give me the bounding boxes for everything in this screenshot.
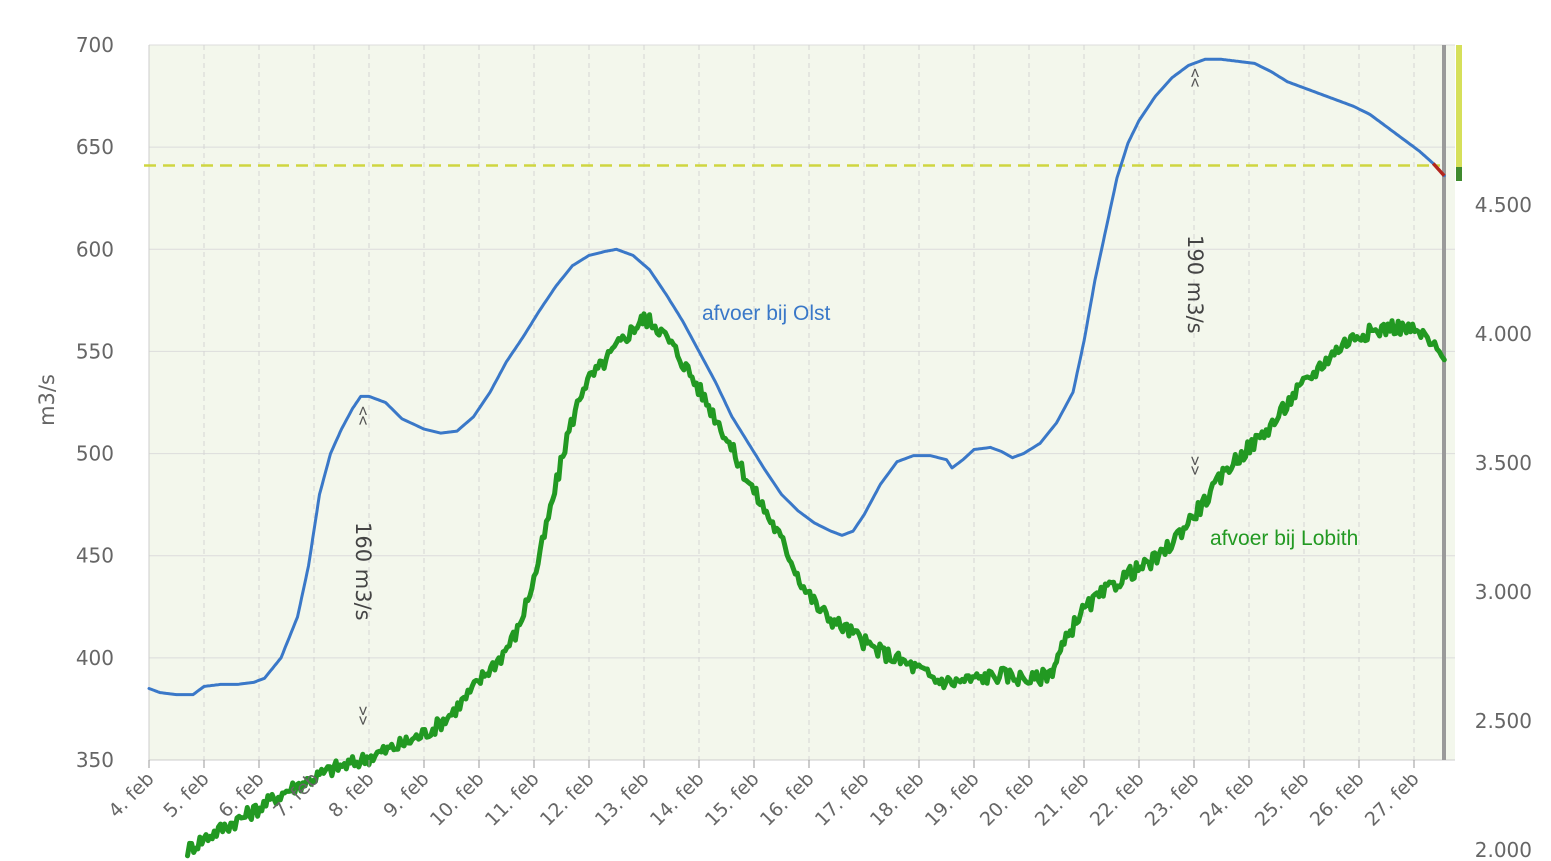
right-tick-label: 4.000 bbox=[1475, 322, 1532, 346]
left-tick-label: 500 bbox=[76, 442, 114, 466]
x-tick-label: 20. feb bbox=[976, 768, 1039, 831]
now-line bbox=[1442, 45, 1446, 760]
x-tick-label: 18. feb bbox=[866, 768, 929, 831]
marker-lobith-8feb: >> bbox=[354, 706, 373, 725]
x-tick-label: 15. feb bbox=[701, 768, 764, 831]
x-tick-label: 13. feb bbox=[591, 768, 654, 831]
y-axis-label: m3/s bbox=[35, 374, 59, 426]
right-status-bar bbox=[1442, 45, 1462, 760]
x-tick-label: 9. feb bbox=[379, 768, 433, 822]
left-tick-label: 700 bbox=[76, 33, 114, 57]
x-tick-label: 11. feb bbox=[481, 768, 544, 831]
x-tick-label: 26. feb bbox=[1306, 768, 1369, 831]
left-tick-label: 450 bbox=[76, 544, 114, 568]
marker-olst-23feb: << bbox=[1186, 68, 1205, 87]
marker-lobith-23feb: >> bbox=[1186, 456, 1205, 475]
series-label-olst: afvoer bij Olst bbox=[702, 302, 831, 325]
x-tick-label: 17. feb bbox=[811, 768, 874, 831]
x-tick-label: 5. feb bbox=[159, 768, 213, 822]
x-tick-label: 21. feb bbox=[1031, 768, 1094, 831]
left-tick-label: 550 bbox=[76, 339, 114, 363]
x-tick-label: 14. feb bbox=[646, 768, 709, 831]
annotation-190: 190 m3/s bbox=[1183, 235, 1207, 334]
left-tick-label: 600 bbox=[76, 237, 114, 261]
x-tick-label: 27. feb bbox=[1361, 768, 1424, 831]
x-tick-label: 16. feb bbox=[756, 768, 819, 831]
x-tick-label: 25. feb bbox=[1251, 768, 1314, 831]
left-tick-label: 650 bbox=[76, 135, 114, 159]
right-tick-label: 3.000 bbox=[1475, 580, 1532, 604]
left-tick-label: 350 bbox=[76, 748, 114, 772]
status-bar-green bbox=[1456, 167, 1462, 181]
series-line-olst bbox=[147, 57, 1446, 697]
marker-olst-8feb: << bbox=[354, 406, 373, 425]
x-tick-label: 24. feb bbox=[1196, 768, 1259, 831]
status-bar-yellow bbox=[1456, 45, 1462, 167]
x-tick-label: 23. feb bbox=[1141, 768, 1204, 831]
right-axis-ticks: 2.000 2.500 3.000 3.500 4.000 4.500 bbox=[1475, 193, 1532, 861]
left-tick-label: 400 bbox=[76, 646, 114, 670]
x-axis-ticks: 4. feb 5. feb 6. feb 7. feb 8. feb 9. feb10. … bbox=[104, 760, 1424, 831]
right-tick-label: 2.000 bbox=[1475, 838, 1532, 861]
gridlines bbox=[148, 44, 1455, 761]
x-tick-label: 22. feb bbox=[1086, 768, 1149, 831]
right-tick-label: 2.500 bbox=[1475, 709, 1532, 733]
x-tick-label: 4. feb bbox=[104, 768, 158, 822]
series-label-lobith: afvoer bij Lobith bbox=[1210, 527, 1358, 550]
left-axis-ticks: 350 400 450 500 550 600 650 700 bbox=[76, 33, 114, 772]
x-tick-label: 12. feb bbox=[536, 768, 599, 831]
right-tick-label: 3.500 bbox=[1475, 451, 1532, 475]
plot-background bbox=[149, 45, 1455, 760]
right-tick-label: 4.500 bbox=[1475, 193, 1532, 217]
olst-end-segment bbox=[1431, 162, 1446, 177]
x-tick-label: 10. feb bbox=[426, 768, 489, 831]
x-tick-label: 19. feb bbox=[921, 768, 984, 831]
series-layer bbox=[147, 57, 1447, 859]
annotation-160: 160 m3/s bbox=[351, 522, 375, 621]
series-line-lobith bbox=[185, 311, 1447, 859]
